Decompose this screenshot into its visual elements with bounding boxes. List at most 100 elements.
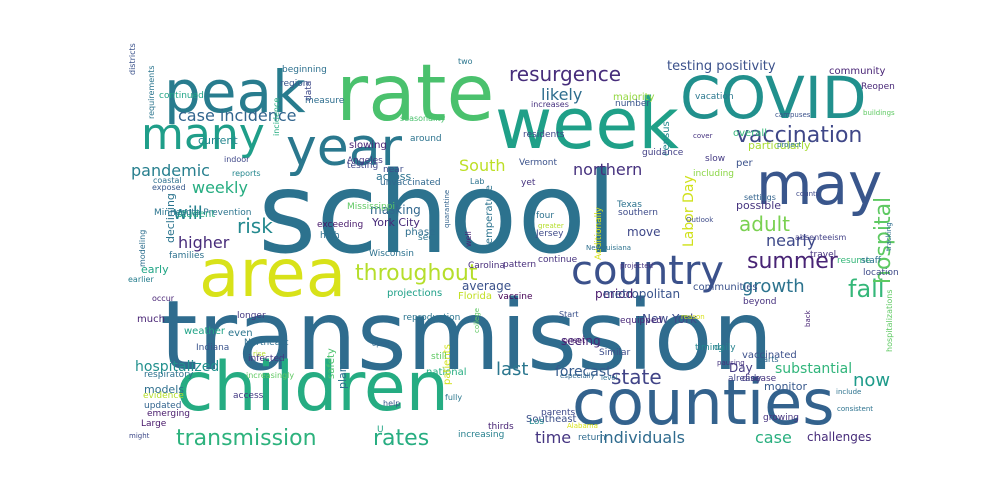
- word-tracking-185: tracking: [885, 222, 893, 251]
- word-period-49: period: [595, 287, 633, 301]
- word-monitor-57: monitor: [764, 380, 808, 393]
- word-reproduction-80: reproduction: [403, 313, 460, 323]
- word-testing-positivity-41: testing positivity: [667, 59, 776, 74]
- word-york-city-69: York City: [371, 216, 420, 229]
- word-u-136: U: [377, 425, 384, 435]
- word-nearly-31: nearly: [766, 231, 816, 250]
- word-return-133: return: [578, 433, 606, 443]
- word-staff-130: staff: [861, 256, 882, 266]
- word-plans-88: plans: [336, 359, 349, 389]
- word-angeles-96: Angeles: [347, 156, 383, 166]
- word-temperature-72: temperature: [484, 185, 495, 248]
- word-models-56: models: [144, 383, 184, 396]
- word-data-150: data: [304, 81, 314, 101]
- word-minnesota-prevention-95: Minnesota Prevention: [154, 208, 251, 218]
- word-see-167: see: [418, 233, 434, 243]
- word-greater-172: greater: [538, 222, 564, 230]
- word-safety-87: safety: [326, 348, 337, 379]
- word-risk-21: risk: [237, 214, 273, 238]
- word-reason-181: reason: [681, 313, 705, 321]
- word-southern-119: southern: [618, 208, 658, 218]
- word-hospital-24: hospital: [871, 197, 896, 284]
- word-increasingly-143: increasingly: [246, 371, 294, 380]
- word-much-82: much: [137, 314, 165, 325]
- word-longer-142: longer: [237, 311, 266, 321]
- word-now-30: now: [853, 370, 890, 391]
- word-updated-138: updated: [144, 401, 181, 411]
- word-new-york-45: New York: [642, 312, 697, 326]
- word-including-115: including: [693, 169, 734, 179]
- word-cover-178: cover: [693, 132, 713, 140]
- word-increasing-92: increasing: [458, 430, 504, 440]
- word-evidence-139: evidence: [143, 391, 184, 401]
- word-beginning-147: beginning: [282, 65, 327, 75]
- word-well-170: well: [464, 231, 473, 247]
- word-fully-135: fully: [445, 393, 462, 402]
- word-emerging-103: emerging: [147, 409, 190, 419]
- word-consistent-186: consistent: [837, 405, 873, 413]
- word-carolina-78: Carolina: [468, 261, 505, 271]
- word-seeing-46: seeing: [561, 334, 601, 348]
- word-transmission-13: transmission: [176, 426, 317, 451]
- word-access-104: access: [233, 391, 264, 401]
- word-around-153: around: [410, 134, 442, 144]
- word-per-62: per: [736, 158, 754, 169]
- word-rate-5: rate: [336, 49, 494, 139]
- word-near-67: near: [383, 165, 404, 175]
- word-high-101: high: [320, 231, 340, 241]
- word-occur-144: occur: [152, 294, 175, 303]
- word-vaccine-122: vaccine: [498, 292, 533, 302]
- word-transmission-1: transmission: [160, 280, 773, 392]
- word-fall-20: fall: [848, 275, 885, 303]
- word-particularly-63: particularly: [748, 139, 811, 152]
- word-jersey-117: Jersey: [535, 229, 564, 239]
- word-masking-47: masking: [370, 203, 421, 217]
- word-requirements-163: requirements: [147, 65, 156, 119]
- word-forecast-42: forecast: [555, 364, 612, 380]
- word-outlook-189: Outlook: [686, 216, 714, 224]
- word-lab-193: Lab: [470, 177, 484, 186]
- word-start-132: Start: [559, 310, 579, 319]
- word-northeast-141: Northeast: [244, 338, 289, 348]
- word-projections-74: projections: [387, 288, 442, 299]
- word-slowing-65: slowing: [349, 140, 387, 151]
- word-testing-68: testing: [347, 161, 378, 171]
- word-average-50: average: [462, 279, 511, 293]
- word-families-102: families: [169, 251, 204, 261]
- word-early-55: early: [141, 263, 169, 276]
- word-number-112: number: [615, 99, 650, 109]
- word-continue-120: continue: [538, 255, 578, 265]
- word-projected-188: projected: [620, 262, 653, 270]
- word-possible-53: possible: [736, 199, 781, 212]
- word-continued-146: continued: [159, 91, 204, 101]
- word-new-194: New: [586, 244, 602, 252]
- word-summer-19: summer: [747, 249, 839, 274]
- word-growth-23: growth: [742, 276, 805, 297]
- word-travel-108: travel: [810, 250, 836, 260]
- word-indoor-158: indoor: [224, 155, 250, 164]
- word-even-83: even: [228, 328, 253, 339]
- word-rates-14: rates: [373, 426, 429, 451]
- word-measure-149: measure: [305, 96, 345, 106]
- word-college-173: college: [473, 308, 481, 333]
- word-census-61: census: [661, 121, 672, 156]
- word-growing-94: growing: [763, 413, 799, 423]
- word-large-137: Large: [141, 419, 167, 429]
- word-last-26: last: [496, 359, 528, 380]
- word-communities-76: communities: [693, 282, 758, 293]
- word-infected-86: infected: [248, 354, 285, 364]
- word-location-129: location: [863, 268, 899, 278]
- word-disease-126: disease: [742, 374, 777, 384]
- word-likely-38: likely: [541, 85, 582, 104]
- word-weekly-34: weekly: [192, 178, 248, 197]
- word-vaccinated-75: vaccinated: [742, 350, 797, 361]
- word-coastal-160: coastal: [153, 176, 182, 185]
- word-labor-day-44: Labor Day: [681, 175, 697, 247]
- word-time-28: time: [535, 428, 571, 447]
- word-texas-118: Texas: [616, 200, 642, 210]
- word-vacation-111: vacation: [695, 92, 734, 102]
- word-unvaccinated-79: unvaccinated: [380, 178, 441, 188]
- word-pandemic-35: pandemic: [131, 161, 210, 180]
- word-region-148: region: [280, 79, 308, 89]
- word-country-12: country: [571, 248, 724, 294]
